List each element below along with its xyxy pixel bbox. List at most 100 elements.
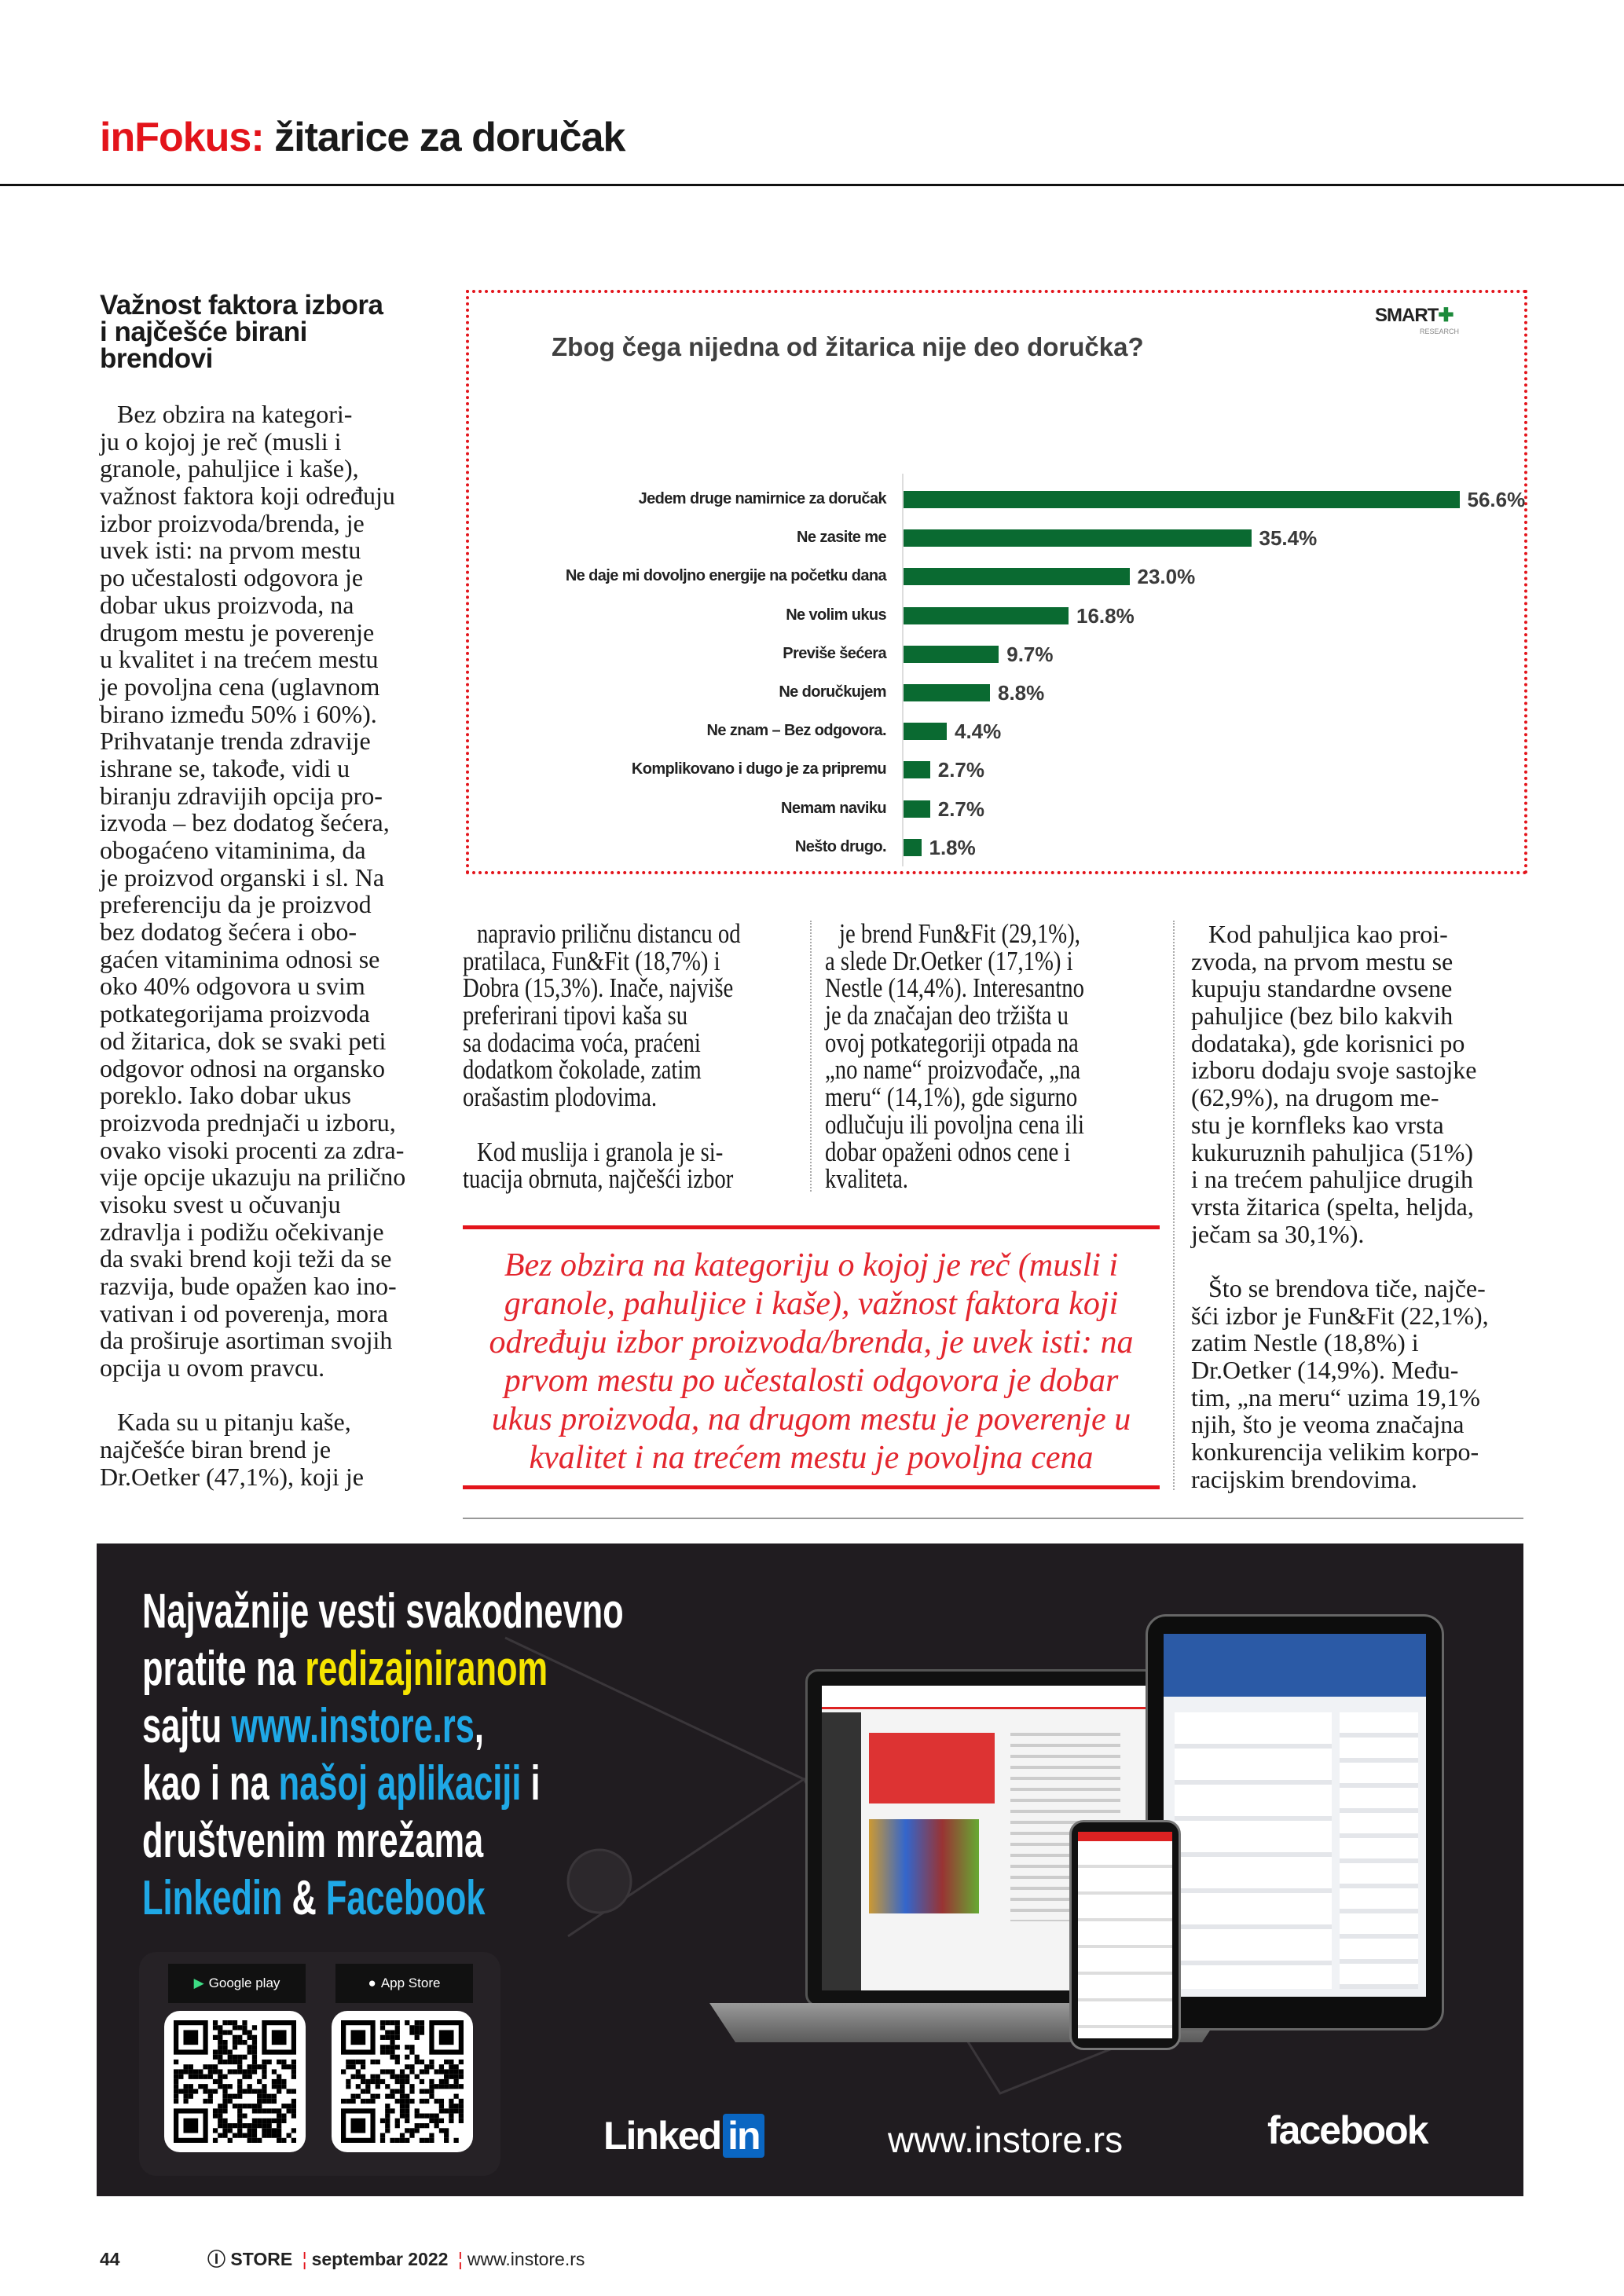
value-label: 23.0% xyxy=(1137,565,1196,589)
text-line: drugom mestu je poverenje xyxy=(100,617,375,646)
text-line: Kada su u pitanju kaše, xyxy=(117,1408,351,1437)
footer-website[interactable]: www.instore.rs xyxy=(467,2249,585,2269)
advertisement-banner[interactable]: Najvažnije vesti svakodnevno pratite na r… xyxy=(97,1543,1523,2196)
google-play-qr-code[interactable] xyxy=(164,2011,306,2152)
bar xyxy=(904,838,922,856)
page-title: žitarice za doručak xyxy=(274,115,625,160)
google-play-badge[interactable]: ▶ Google play xyxy=(168,1964,306,2003)
text-line: obogaćeno vitaminima, da xyxy=(100,836,366,864)
linkedin-cover xyxy=(1164,1634,1426,1697)
text-line: visoku svest u očuvanju xyxy=(100,1189,341,1218)
text-line: po učestalosti odgovora je xyxy=(100,563,364,592)
header-rule xyxy=(0,184,1624,186)
text-line: dobar ukus proizvoda, na xyxy=(100,590,354,619)
text-line: gaćen vitaminima odnosi se xyxy=(100,944,380,973)
text-line: poreklo. Iako dobar ukus xyxy=(100,1081,351,1110)
linkedin-logo[interactable]: Linked in xyxy=(603,2113,764,2159)
facebook-logo[interactable]: facebook xyxy=(1267,2108,1429,2152)
pull-quote: Bez obzira na kategoriju o kojoj je reč … xyxy=(463,1225,1160,1489)
heading-line: i najčešće birani xyxy=(100,317,307,347)
text-line: zatim Nestle (18,8%) i xyxy=(1191,1328,1419,1357)
app-store-qr-code[interactable] xyxy=(332,2011,473,2152)
feed-sidebar xyxy=(1340,1712,1418,1989)
ad-headline-line: Linkedin & Facebook xyxy=(142,1869,624,1927)
text-line: preferirani tipovi kaša su xyxy=(463,1000,688,1031)
bar xyxy=(904,529,1252,547)
text-line: kvaliteta. xyxy=(825,1163,908,1195)
text-line: razvija, bude opažen kao ino- xyxy=(100,1272,397,1300)
text-line: Nestle (14,4%). Interesantno xyxy=(825,972,1084,1004)
text-line: ishrane se, takođe, vidi u xyxy=(100,753,350,782)
ad-text-segment: našoj aplikaciji xyxy=(278,1756,522,1811)
google-play-label: Google play xyxy=(208,1976,280,1990)
text-line: da svaki brend koji teži da se xyxy=(100,1244,392,1273)
text-line: dobar opaženi odnos cene i xyxy=(825,1136,1071,1167)
text-line: potkategorijama proizvoda xyxy=(100,999,370,1028)
value-label: 8.8% xyxy=(998,681,1045,705)
text-line: preferenciju da je proizvod xyxy=(100,890,372,919)
text-line: ovoj potkategoriji otpada na xyxy=(825,1027,1079,1058)
ad-text-segment: redizajniranom xyxy=(305,1642,548,1696)
article-column-4: Kod pahuljica kao proi-zvoda, na prvom m… xyxy=(1191,921,1489,1492)
text-line: biranju zdravijih opcija pro- xyxy=(100,781,383,810)
text-line: kukuruznih pahuljica (51%) xyxy=(1191,1137,1473,1166)
apple-icon: ● xyxy=(368,1976,376,1990)
linkedin-in-box: in xyxy=(723,2114,764,2158)
text-line: Što se brendova tiče, najče- xyxy=(1208,1273,1486,1302)
text-line: šći izbor je Fun&Fit (22,1%), xyxy=(1191,1301,1489,1330)
text-line: Kod pahuljica kao proi- xyxy=(1208,920,1448,948)
feed xyxy=(1175,1712,1332,1989)
category-label: Ne zasite me xyxy=(797,529,887,547)
bar xyxy=(904,491,1460,508)
text-line: odlučuju ili povoljna cena ili xyxy=(825,1108,1084,1140)
ad-text-segment: Najvažnije vesti svakodnevno xyxy=(142,1584,624,1639)
text-line: orašastim plodovima. xyxy=(463,1082,658,1113)
text-line: a slede Dr.Oetker (17,1%) i xyxy=(825,945,1073,976)
ad-text-segment: društvenim mrežama xyxy=(142,1814,484,1868)
screen-sidebar xyxy=(822,1712,861,1990)
website-link[interactable]: www.instore.rs xyxy=(888,2119,1124,2160)
value-label: 35.4% xyxy=(1259,526,1318,551)
pull-quote-line: ukus proizvoda, na drugom mestu je pover… xyxy=(491,1401,1131,1437)
text-line: ju o kojoj je reč (musli i xyxy=(100,427,342,456)
section-rule xyxy=(463,1518,1523,1519)
pull-quote-line: kvalitet i na trećem mestu je povoljna c… xyxy=(529,1440,1094,1476)
text-line: je povoljna cena (uglavnom xyxy=(100,672,380,701)
text-line: vije opcije ukazuju na prilično xyxy=(100,1163,406,1192)
text-line: vrsta žitarica (spelta, heljda, xyxy=(1191,1192,1474,1221)
bar xyxy=(904,645,999,663)
text-line: je da značajan deo tržišta u xyxy=(825,1000,1069,1031)
issue-date: septembar 2022 xyxy=(311,2249,449,2269)
text-line: dodataka), gde korisnici po xyxy=(1191,1028,1465,1057)
page-header: inFokus: žitarice za doručak xyxy=(100,114,625,161)
screen-header xyxy=(822,1686,1150,1709)
bar-chart: SMART✚ RESEARCH Zbog čega nijedna od žit… xyxy=(466,290,1527,874)
text-line: tim, „na meru“ uzima 19,1% xyxy=(1191,1382,1480,1412)
text-line: opcija u ovom pravcu. xyxy=(100,1353,325,1382)
text-line: dodatkom čokolade, zatim xyxy=(463,1054,702,1086)
ad-text-segment: www.instore.rs xyxy=(231,1699,475,1753)
text-line: je brend Fun&Fit (29,1%), xyxy=(839,918,1080,949)
category-label: Ne znam – Bez odgovora. xyxy=(706,722,887,740)
phone-illustration xyxy=(1069,1820,1181,2050)
text-line: ovako visoki procenti za zdra- xyxy=(100,1135,405,1164)
tablet-illustration xyxy=(1146,1614,1444,2031)
app-store-badge[interactable]: ● App Store xyxy=(335,1964,473,2003)
category-label: Komplikovano i dugo je za pripremu xyxy=(631,760,887,778)
divider: ¦ xyxy=(302,2249,307,2269)
text-line: je proizvod organski i sl. Na xyxy=(100,862,385,892)
text-line: Kod muslija i granola je si- xyxy=(477,1136,724,1167)
section-heading: Važnost faktora izbora i najčešće birani… xyxy=(100,291,383,372)
text-line: Dr.Oetker (14,9%). Među- xyxy=(1191,1356,1459,1384)
text-line: ječam sa 30,1%). xyxy=(1191,1219,1365,1248)
text-line: pratilaca, Fun&Fit (18,7%) i xyxy=(463,945,720,976)
bar xyxy=(904,606,1069,624)
text-line: u kvalitet i na trećem mestu xyxy=(100,645,379,674)
pull-quote-line: prvom mestu po učestalosti odgovora je d… xyxy=(504,1363,1119,1399)
value-label: 2.7% xyxy=(937,796,985,821)
google-play-icon: ▶ xyxy=(193,1976,204,1990)
ad-headline-line: društvenim mrežama xyxy=(142,1812,624,1869)
pull-quote-line: Bez obzira na kategoriju o kojoj je reč … xyxy=(504,1247,1119,1283)
category-label: Nešto drugo. xyxy=(794,837,887,855)
text-line: njih, što je veoma značajna xyxy=(1191,1410,1465,1439)
